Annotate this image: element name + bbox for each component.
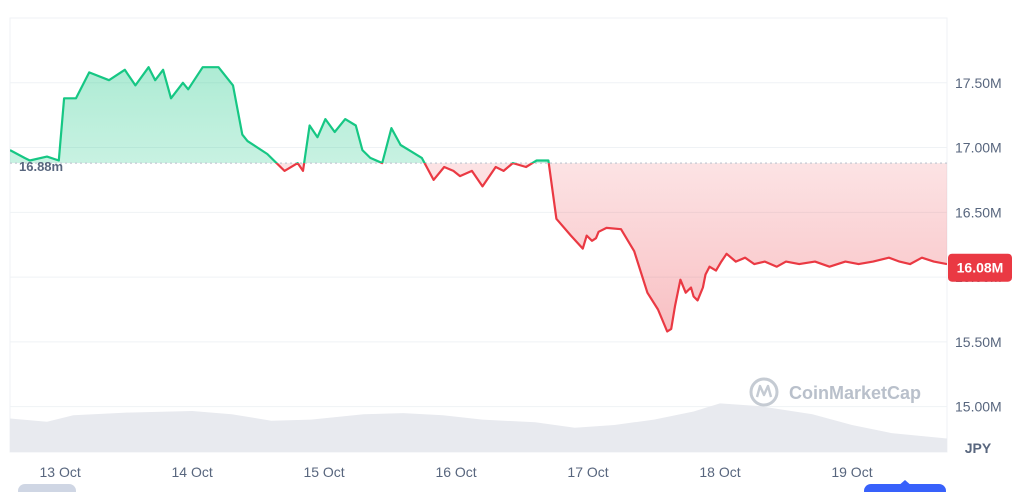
current-price-label: 16.08M: [957, 260, 1004, 276]
x-tick-label: 16 Oct: [435, 464, 476, 480]
price-line-down: [274, 163, 947, 333]
price-line: [10, 66, 947, 333]
current-price-badge: 16.08M: [948, 253, 1012, 282]
x-axis: 13 Oct 14 Oct 15 Oct 16 Oct 17 Oct 18 Oct 19 O…: [40, 464, 873, 480]
x-tick-label: 17 Oct: [567, 464, 608, 480]
y-tick-label: 17.00M: [955, 140, 1002, 156]
baseline-label: 16.88m: [19, 159, 63, 174]
x-tick-label: 14 Oct: [171, 464, 212, 480]
coinmarketcap-watermark: CoinMarketCap: [749, 377, 921, 407]
x-tick-label: 13 Oct: [40, 464, 81, 480]
y-tick-label: 16.50M: [955, 204, 1002, 220]
coinmarketcap-logo-mark: [755, 384, 773, 398]
x-tick-label: 18 Oct: [699, 464, 740, 480]
y-tick-label: 15.50M: [955, 334, 1002, 350]
volume-shape: [10, 403, 947, 452]
watermark-text: CoinMarketCap: [789, 383, 921, 403]
coinmarketcap-logo-icon: [749, 377, 779, 407]
price-fill: [10, 67, 947, 332]
current-price-badge-bg: [948, 253, 1012, 282]
currency-label: JPY: [965, 440, 992, 456]
x-tick-label: 15 Oct: [303, 464, 344, 480]
price-fill-down: [10, 163, 947, 332]
x-tick-label: 19 Oct: [831, 464, 872, 480]
volume-area: [10, 403, 947, 452]
y-tick-label: 15.00M: [955, 399, 1002, 415]
range-handle-pointer-icon: [897, 480, 913, 487]
price-fill-up: [10, 67, 549, 164]
y-tick-label: 17.50M: [955, 75, 1002, 91]
range-handle-left[interactable]: [18, 484, 76, 492]
price-line-up: [10, 66, 550, 164]
range-handle-right[interactable]: [864, 484, 946, 492]
